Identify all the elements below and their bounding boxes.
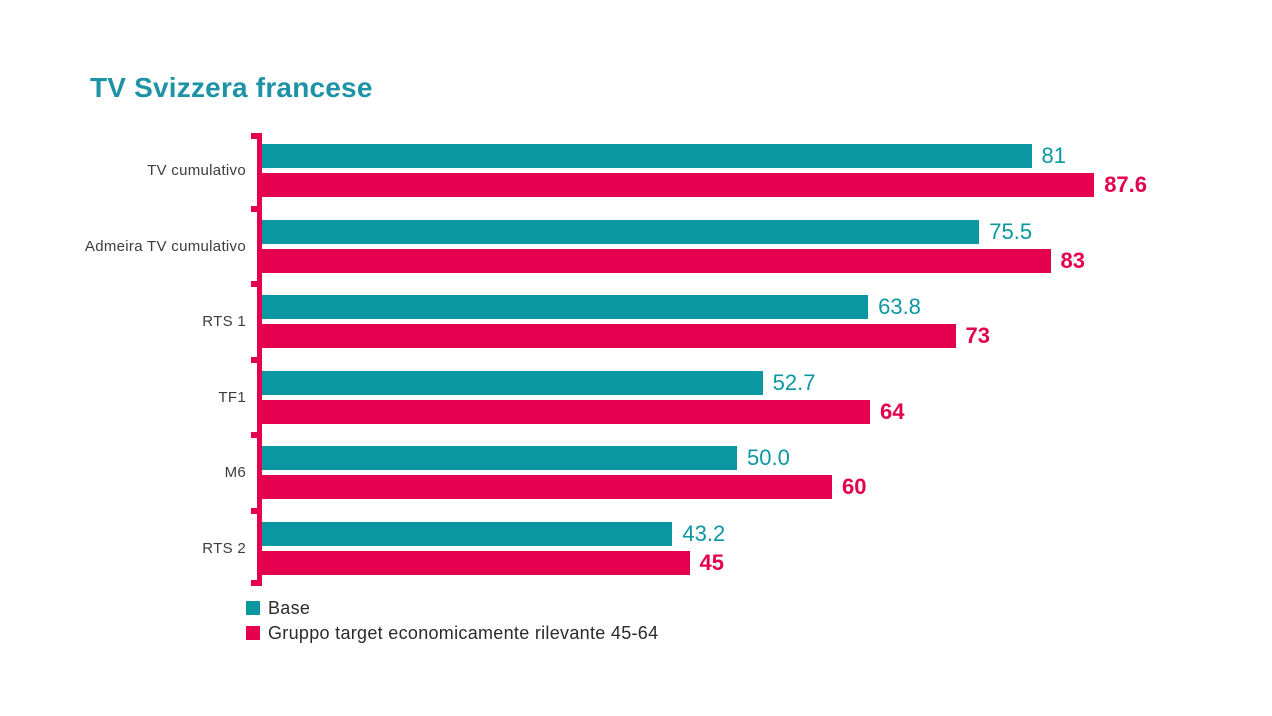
- value-label-base: 52.7: [772, 369, 816, 395]
- axis-tick: [251, 356, 257, 363]
- bar-target-group: 83: [262, 248, 1085, 273]
- legend-label-target-group: Gruppo target economicamente rilevante 4…: [268, 622, 659, 643]
- axis-tick: [251, 133, 257, 139]
- chart-row: Admeira TV cumulativo 75.5 83: [0, 209, 1213, 285]
- bar-target-group: 60: [262, 474, 866, 500]
- value-label-base: 50.0: [747, 445, 790, 471]
- bar-base: 81: [262, 143, 1066, 169]
- value-label-base: 75.5: [989, 218, 1033, 244]
- axis-tick: [251, 205, 257, 212]
- bar-base: 63.8: [262, 294, 921, 320]
- value-label-target-group: 87.6: [1104, 172, 1148, 198]
- legend-label-base: Base: [268, 597, 311, 618]
- bar-chart: TV cumulativo 81 87.6 Admeira TV cumulat…: [0, 133, 1213, 586]
- legend-swatch-base-icon: [246, 601, 260, 615]
- axis-tick: [251, 432, 257, 438]
- row-plot-area: 50.0 60: [262, 445, 1212, 500]
- bar-base: 75.5: [262, 219, 1032, 244]
- chart-row: RTS 1 63.8 73: [0, 284, 1213, 360]
- bar-base: 43.2: [262, 521, 725, 546]
- chart-row: RTS 2 43.2 45: [0, 511, 1213, 587]
- axis-tick: [251, 580, 257, 586]
- category-label: RTS 1: [202, 313, 246, 331]
- chart-rows: TV cumulativo 81 87.6 Admeira TV cumulat…: [0, 133, 1213, 586]
- value-label-base: 81: [1041, 143, 1066, 169]
- row-plot-area: 81 87.6: [262, 143, 1212, 198]
- axis-tick: [251, 507, 257, 514]
- category-label: TF1: [218, 388, 246, 406]
- category-label: TV cumulativo: [147, 162, 246, 180]
- value-label-target-group: 64: [880, 398, 905, 424]
- chart-row: M6 50.0 60: [0, 435, 1213, 511]
- bar-target-group: 87.6: [262, 172, 1147, 198]
- y-axis-line: [251, 133, 262, 586]
- row-plot-area: 63.8 73: [262, 294, 1212, 349]
- legend-item-target-group: Gruppo target economicamente rilevante 4…: [246, 621, 658, 645]
- legend-swatch-target-icon: [246, 626, 260, 640]
- legend: Base Gruppo target economicamente rileva…: [246, 596, 658, 645]
- axis-tick: [251, 281, 257, 287]
- value-label-base: 63.8: [878, 294, 921, 320]
- bar-base: 50.0: [262, 445, 790, 471]
- category-label: RTS 2: [202, 539, 246, 557]
- bar-target-group: 64: [262, 399, 904, 424]
- bar-target-group: 73: [262, 323, 990, 349]
- row-plot-area: 43.2 45: [262, 521, 1212, 575]
- value-label-target-group: 73: [965, 323, 990, 349]
- chart-row: TF1 52.7 64: [0, 360, 1213, 436]
- value-label-target-group: 45: [699, 549, 724, 575]
- chart-row: TV cumulativo 81 87.6: [0, 133, 1213, 209]
- category-label: M6: [224, 464, 246, 482]
- category-label: Admeira TV cumulativo: [84, 237, 246, 255]
- bar-target-group: 45: [262, 550, 724, 575]
- value-label-base: 43.2: [682, 520, 726, 546]
- bar-base: 52.7: [262, 370, 815, 395]
- value-label-target-group: 83: [1060, 247, 1085, 273]
- row-plot-area: 52.7 64: [262, 370, 1212, 424]
- legend-item-base: Base: [246, 596, 658, 620]
- row-plot-area: 75.5 83: [262, 219, 1212, 273]
- page-title: TV Svizzera francese: [90, 72, 373, 103]
- value-label-target-group: 60: [842, 474, 867, 500]
